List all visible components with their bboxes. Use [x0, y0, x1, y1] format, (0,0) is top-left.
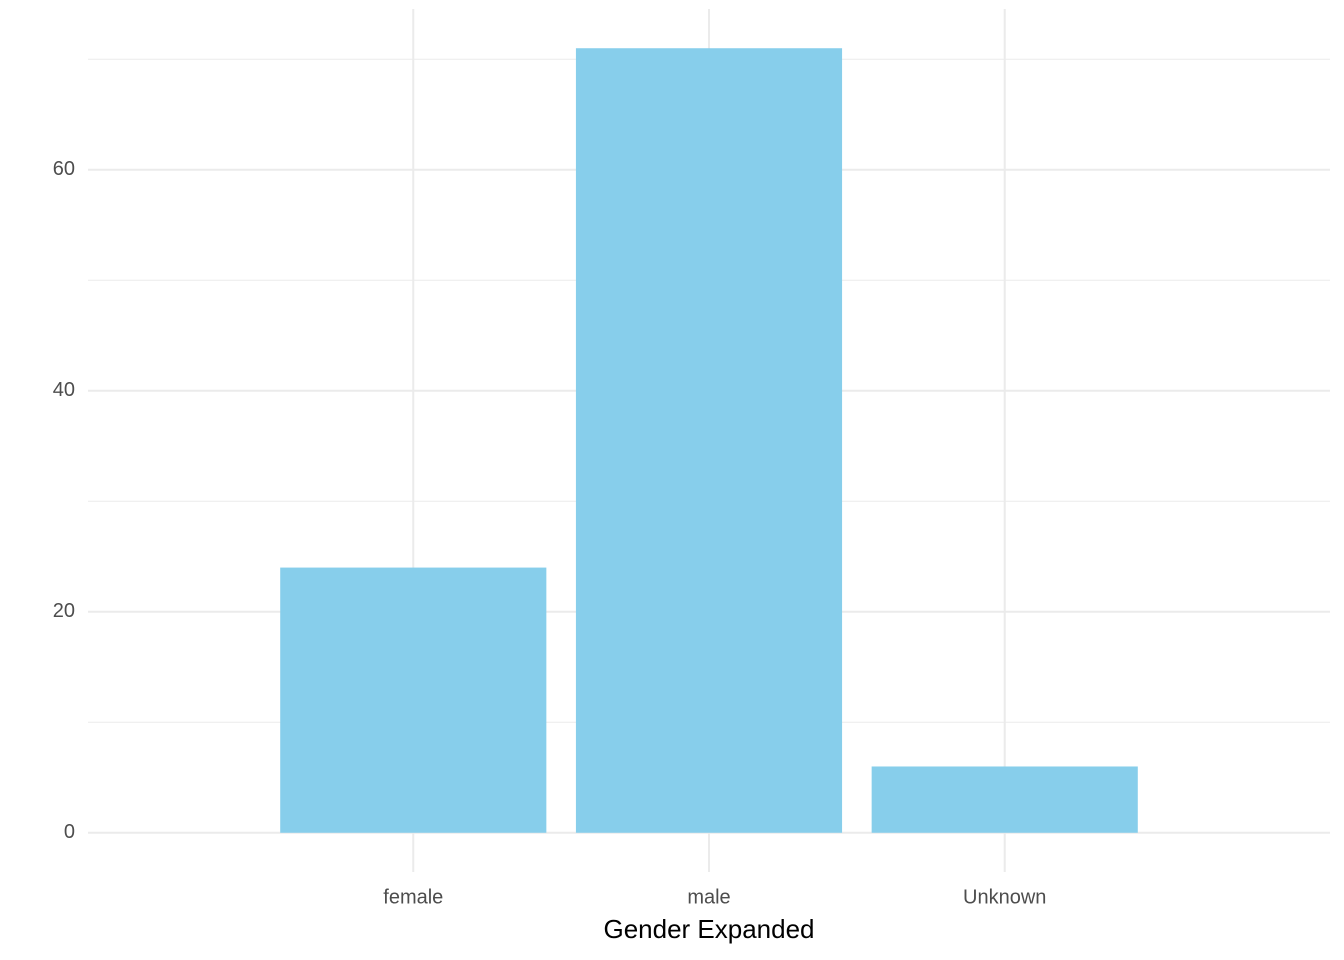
x-axis-title: Gender Expanded	[603, 914, 814, 944]
y-tick-label: 40	[53, 379, 75, 401]
x-tick-label: female	[383, 886, 443, 908]
y-tick-label: 0	[64, 821, 75, 843]
bar	[280, 567, 547, 833]
bars	[280, 48, 1138, 833]
y-tick-label: 60	[53, 158, 75, 180]
x-tick-label: Unknown	[963, 886, 1046, 908]
bar	[871, 766, 1138, 833]
x-tick-label: male	[687, 886, 730, 908]
bar	[575, 48, 843, 833]
y-tick-label: 20	[53, 600, 75, 622]
